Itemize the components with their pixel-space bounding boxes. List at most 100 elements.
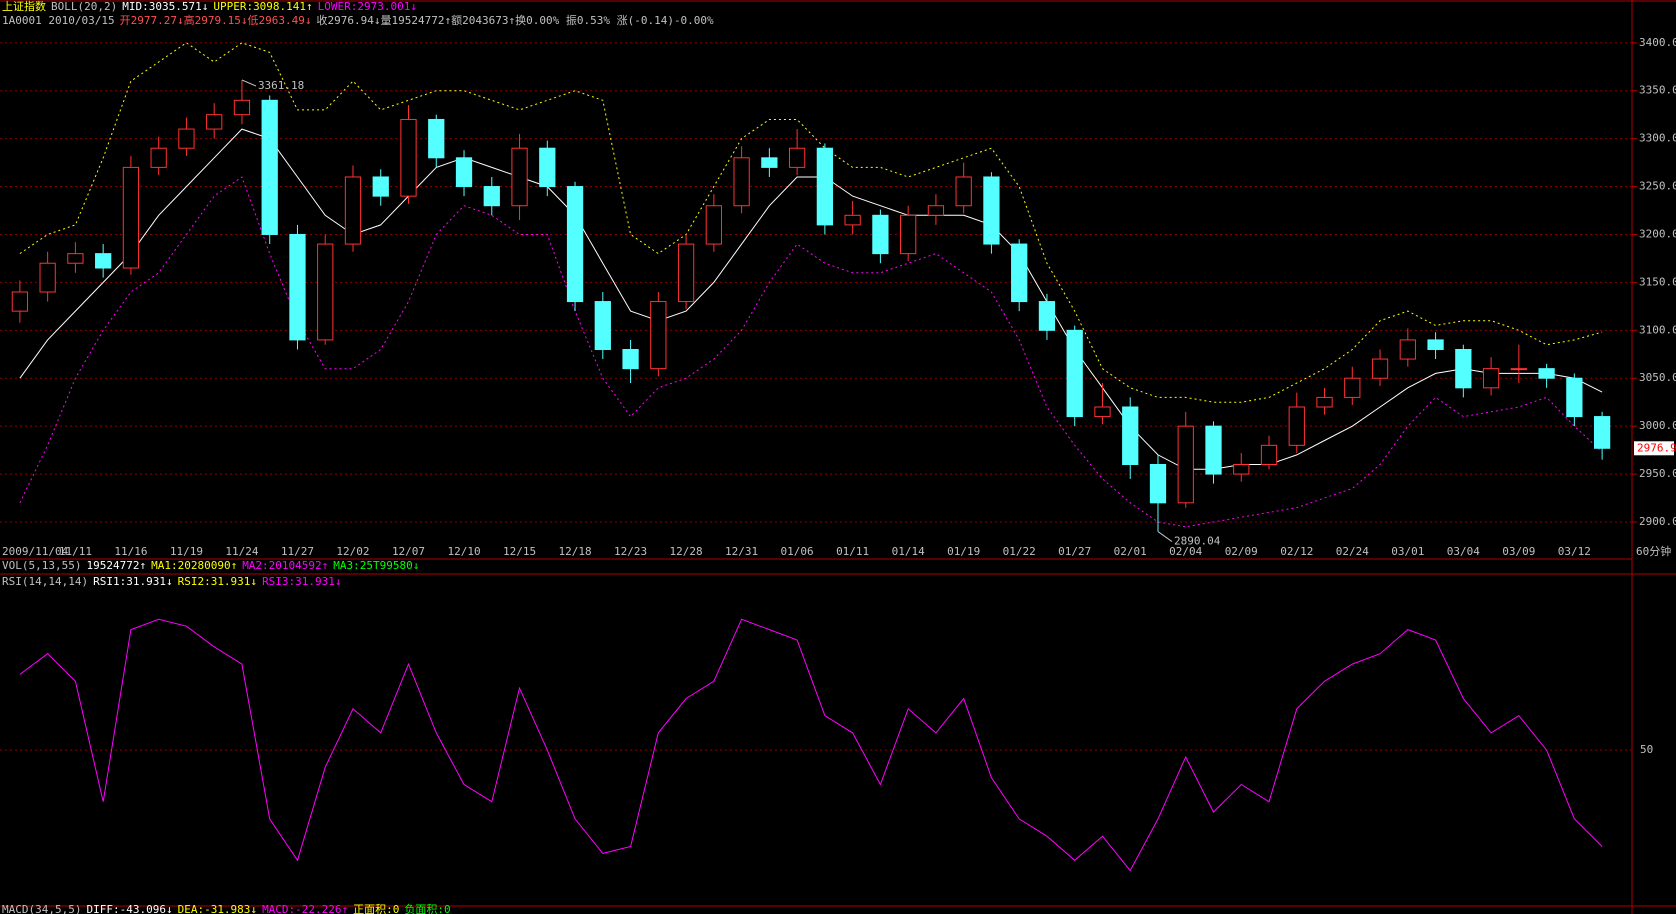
y-tick-label: 3100.00 [1639, 323, 1676, 336]
candle-body [122, 166, 140, 269]
candle-body [233, 99, 251, 116]
candle-body [1566, 377, 1583, 418]
annotation-line [241, 79, 257, 87]
candle-body [428, 118, 445, 159]
low-annotation: 2890.04 [1174, 535, 1221, 548]
candle-body [539, 147, 556, 188]
candle-body [11, 291, 29, 312]
y-tick-label: 2900.00 [1639, 515, 1676, 528]
header-text: MA3:25T99580↓ [333, 559, 419, 572]
candle-body [650, 301, 667, 370]
x-tick-label: 11/27 [281, 545, 314, 558]
x-tick-label: 01/14 [892, 545, 925, 558]
candle-body [1316, 396, 1333, 408]
candle-body [1233, 463, 1250, 475]
candle-body [983, 176, 1000, 245]
period-label: 60分钟 [1636, 544, 1671, 558]
header-text: DIFF:-43.096↓ [86, 903, 172, 914]
candle-body [927, 205, 945, 216]
x-tick-label: 12/23 [614, 545, 647, 558]
header-text: UPPER:3098.141↑ [213, 0, 312, 13]
candle-body [733, 157, 750, 207]
header-text: RSI3:31.931↓ [262, 575, 341, 588]
candle-body [344, 176, 362, 245]
candle-body [1205, 425, 1222, 475]
candle-body [67, 253, 84, 264]
candle-body [1122, 406, 1139, 465]
header-text: MA1:20280090↑ [151, 559, 237, 572]
header-text: DEA:-31.983↓ [178, 903, 257, 914]
x-tick-label: 12/28 [670, 545, 703, 558]
candle-body [1177, 425, 1194, 504]
y-tick-label: 3050.00 [1639, 371, 1676, 384]
rsi-line [19, 618, 1603, 872]
header-text: 19524772↑ [86, 559, 146, 572]
y-tick-label: 2950.00 [1639, 467, 1676, 480]
candle-body [150, 147, 167, 168]
x-tick-label: 11/24 [225, 545, 258, 558]
x-tick-label: 01/11 [836, 545, 869, 558]
x-tick-label: 02/12 [1280, 545, 1313, 558]
candle-body [1011, 243, 1028, 303]
candle-body [400, 118, 417, 197]
candle-body [1066, 329, 1083, 418]
candle-body [483, 186, 500, 207]
x-tick-label: 01/22 [1003, 545, 1036, 558]
candle-body [788, 147, 806, 168]
candle-body [206, 114, 223, 130]
y-tick-label: 3250.00 [1639, 180, 1676, 193]
candle-body [95, 253, 112, 269]
header-text: VOL(5,13,55) [2, 559, 81, 572]
x-tick-label: 03/01 [1391, 545, 1424, 558]
high-annotation: 3361.18 [258, 79, 304, 92]
header-text: 1A0001 2010/03/15 [2, 14, 115, 27]
candle-body [511, 147, 528, 207]
candle-body [1260, 444, 1278, 465]
candle-body [1455, 348, 1472, 389]
boll-line [19, 128, 1603, 470]
x-tick-label: 02/04 [1169, 545, 1202, 558]
candle-body [844, 214, 861, 226]
x-tick-label: 01/27 [1058, 545, 1091, 558]
x-tick-label: 02/01 [1114, 545, 1147, 558]
header-text: 收2976.94↓量19524772↑额2043673↑换0.00% 振0.53… [317, 13, 715, 27]
y-tick-label: 3400.00 [1639, 36, 1676, 49]
x-tick-label: 02/09 [1225, 545, 1258, 558]
x-tick-label: 12/07 [392, 545, 425, 558]
header-text: MACD:-22.226↑ [262, 903, 348, 914]
candle-body [1371, 358, 1389, 379]
x-tick-label: 11/16 [114, 545, 147, 558]
annotation-line [1157, 531, 1173, 542]
candle-body [1510, 368, 1527, 371]
y-tick-label: 3350.00 [1639, 84, 1676, 97]
x-tick-label: 11/11 [59, 545, 92, 558]
candle-body [816, 147, 834, 226]
x-tick-label: 12/15 [503, 545, 536, 558]
candle-body [1038, 301, 1056, 331]
candle-body [955, 176, 972, 207]
candle-body [566, 186, 584, 303]
x-tick-label: 03/12 [1558, 545, 1591, 558]
candle-body [455, 157, 473, 188]
header-text: 开2977.27↓高2979.15↓低2963.49↓ [120, 13, 312, 27]
candle-body [1399, 339, 1416, 360]
header-text: MACD(34,5,5) [2, 903, 81, 914]
candle-body [705, 205, 722, 245]
last-price-box [1634, 441, 1674, 456]
x-tick-label: 12/10 [447, 545, 480, 558]
x-tick-label: 12/18 [558, 545, 591, 558]
x-tick-label: 02/24 [1336, 545, 1369, 558]
header-text: 上证指数 [2, 0, 46, 13]
x-tick-label: 11/19 [170, 545, 203, 558]
candle-body [1427, 339, 1444, 350]
header-text: MA2:20104592↑ [242, 559, 328, 572]
header-text: RSI1:31.931↓ [93, 575, 172, 588]
candle-body [261, 99, 278, 235]
boll-line [19, 176, 1603, 528]
y-tick-label: 3000.00 [1639, 419, 1676, 432]
candle-body [622, 348, 639, 370]
x-tick-label: 01/06 [781, 545, 814, 558]
